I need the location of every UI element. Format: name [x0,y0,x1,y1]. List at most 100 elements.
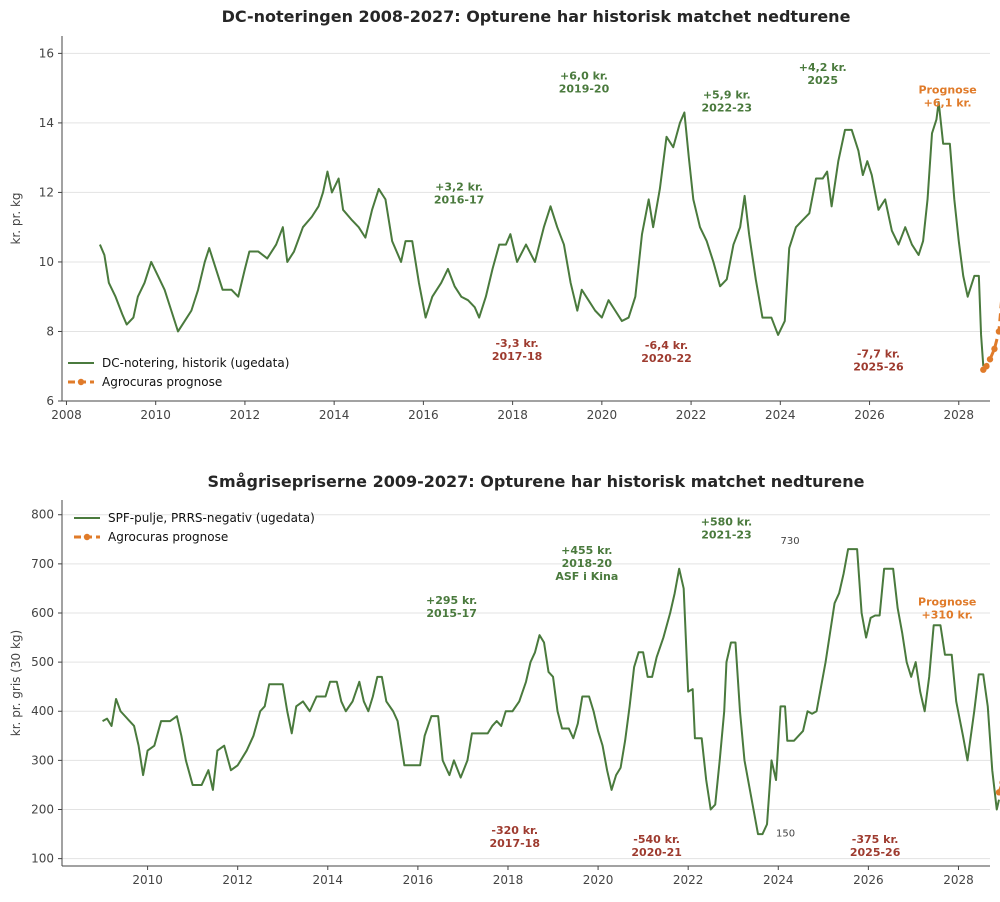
annotation-line: +4,2 kr. [799,61,847,74]
x-tick-label: 2012 [222,873,253,887]
legend-label-forecast: Agrocuras prognose [102,375,222,389]
x-tick-label: 2020 [583,873,614,887]
annotation-line: +455 kr. [561,544,612,557]
annotation-line: 2021-23 [701,529,752,542]
x-tick-label: 2024 [763,873,794,887]
chart-panel-smagrise: Smågrisepriserne 2009-2027: Opturene har… [9,472,1000,887]
y-tick-label: 12 [39,185,54,199]
series-line-historic [99,101,985,367]
annotation-line: 2017-18 [489,837,540,850]
annotation-line: +6,1 kr. [924,96,972,109]
annotation-line: 2017-18 [492,350,543,363]
y-tick-label: 14 [39,116,54,130]
legend-marker-forecast [83,533,91,541]
legend-marker-forecast [77,378,85,386]
y-tick-label: 700 [31,557,54,571]
annotation-down: -375 kr. 2025-26 [850,833,901,859]
annotation-forecast: Prognose +6,1 kr. [918,83,976,109]
x-tick-label: 2018 [497,408,528,422]
annotation-line: -540 kr. [633,833,680,846]
forecast-point [983,363,990,370]
annotation-line: Prognose [918,83,976,96]
annotation-line: Prognose [918,596,976,609]
annotation-line: +5,9 kr. [703,89,751,102]
annotation-line: +295 kr. [426,594,477,607]
x-tick-label: 2026 [854,408,885,422]
legend-label-forecast: Agrocuras prognose [108,530,228,544]
annotation-down: -540 kr. 2020-21 [631,833,682,859]
forecast-point [995,328,1000,335]
chart-title: DC-noteringen 2008-2027: Opturene har hi… [222,7,851,26]
y-tick-label: 600 [31,606,54,620]
annotation-line: 2019-20 [559,82,610,95]
annotation-line: -320 kr. [491,824,538,837]
series-line-forecast [982,301,1000,371]
annotation-line: 2016-17 [434,194,485,207]
annotation-down: -7,7 kr. 2025-26 [853,348,904,374]
annotation-line: +580 kr. [701,516,752,529]
x-tick-label: 2024 [765,408,796,422]
y-axis-label: kr. pr. kg [9,192,23,244]
annotation-line: 2018-20 [562,557,613,570]
forecast-point [991,345,998,353]
annotation-up: +6,0 kr. 2019-20 [559,69,610,95]
annotation-line: 2025-26 [853,361,904,374]
x-tick-label: 2022 [673,873,704,887]
x-tick-label: 2026 [853,873,884,887]
y-axis-label: kr. pr. gris (30 kg) [9,630,23,736]
y-tick-label: 6 [46,394,54,408]
series-line-historic [102,548,1000,836]
legend-label-historic: SPF-pulje, PRRS-negativ (ugedata) [108,511,315,525]
legend: SPF-pulje, PRRS-negativ (ugedata) Agrocur… [74,511,315,544]
annotation-up: +5,9 kr. 2022-23 [702,89,753,115]
x-tick-label: 2016 [403,873,434,887]
annotation-line: 2025-26 [850,846,901,859]
x-tick-label: 2018 [493,873,524,887]
annotation-line: 2020-22 [641,352,692,365]
y-tick-label: 200 [31,803,54,817]
annotation-line: ASF i Kina [555,570,618,583]
y-tick-label: 500 [31,655,54,669]
y-tick-label: 16 [39,46,54,60]
annotation-line: -3,3 kr. [495,337,538,350]
annotation-line: +6,0 kr. [560,69,608,82]
annotation-line: +310 kr. [922,609,973,622]
x-tick-label: 2008 [51,408,82,422]
y-tick-label: 800 [31,508,54,522]
annotation-line: +3,2 kr. [435,181,483,194]
annotation-up: +295 kr. 2015-17 [426,594,477,620]
y-tick-label: 300 [31,753,54,767]
annotation-up: +4,2 kr. 2025 [799,61,847,87]
chart-panel-dc: DC-noteringen 2008-2027: Opturene har hi… [9,7,1000,422]
x-tick-label: 2014 [319,408,350,422]
x-tick-label: 2010 [140,408,171,422]
x-tick-label: 2020 [587,408,618,422]
value-label: 730 [781,536,800,547]
x-tick-label: 2028 [943,873,974,887]
y-tick-label: 100 [31,852,54,866]
y-tick-label: 10 [39,255,54,269]
annotation-line: -6,4 kr. [645,339,688,352]
annotation-line: 2025 [807,74,838,87]
forecast-point [995,789,1000,796]
annotation-line: -7,7 kr. [857,348,900,361]
legend-label-historic: DC-notering, historik (ugedata) [102,356,289,370]
y-tick-label: 8 [46,324,54,338]
annotation-line: 2015-17 [426,607,477,620]
annotation-line: 2022-23 [702,102,753,115]
x-tick-label: 2012 [230,408,261,422]
value-label: 150 [776,829,795,840]
legend: DC-notering, historik (ugedata) Agrocuras… [68,356,289,389]
annotation-down: -6,4 kr. 2020-22 [641,339,692,365]
chart-title: Smågrisepriserne 2009-2027: Opturene har… [208,472,865,491]
x-tick-label: 2016 [408,408,439,422]
x-tick-label: 2010 [132,873,163,887]
x-tick-label: 2022 [676,408,707,422]
annotation-line: -375 kr. [852,833,899,846]
y-tick-label: 400 [31,704,54,718]
annotation-up: +455 kr. 2018-20 ASF i Kina [555,544,618,583]
annotation-up: +3,2 kr. 2016-17 [434,181,485,207]
annotation-forecast: Prognose +310 kr. [918,596,976,622]
forecast-point [986,356,994,363]
